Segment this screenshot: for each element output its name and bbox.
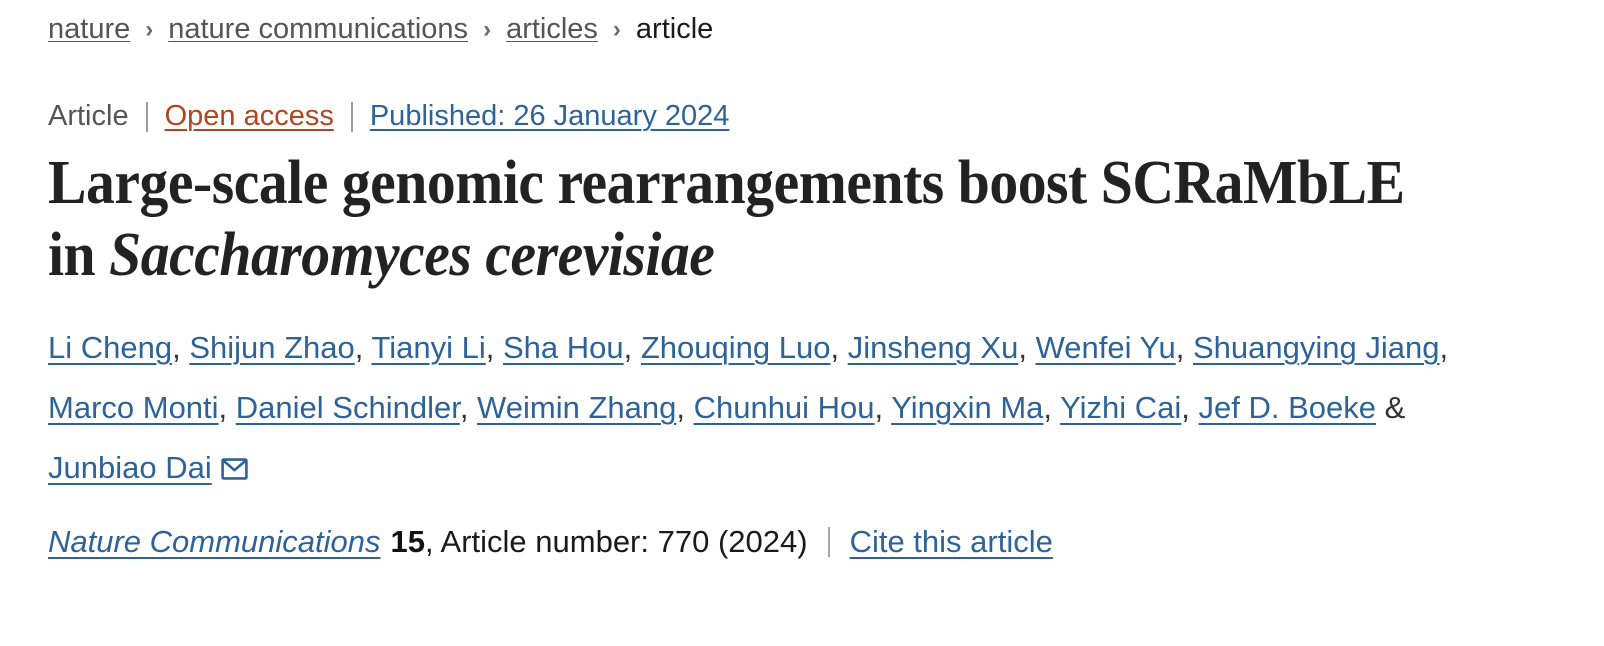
author-link[interactable]: Sha Hou <box>502 329 624 365</box>
author-separator: , <box>1043 389 1061 425</box>
published-date-link[interactable]: Published: 26 January 2024 <box>369 100 730 133</box>
author-link[interactable]: Shuangying Jiang <box>1192 329 1440 365</box>
author-link[interactable]: Wenfei Yu <box>1035 329 1176 365</box>
meta-divider <box>350 101 353 132</box>
citation-divider <box>827 526 830 557</box>
author-link[interactable]: Yizhi Cai <box>1060 389 1182 425</box>
author-link[interactable]: Yingxin Ma <box>891 389 1044 425</box>
breadcrumb-item-nature[interactable]: nature <box>48 13 131 45</box>
open-access-link[interactable]: Open access <box>164 100 334 133</box>
cite-this-article-link[interactable]: Cite this article <box>849 523 1053 559</box>
volume-number: 15 <box>390 523 426 559</box>
author-link[interactable]: Weimin Zhang <box>477 389 677 425</box>
corresponding-author-link[interactable]: Junbiao Dai <box>48 449 212 485</box>
author-link[interactable]: Chunhui Hou <box>693 389 875 425</box>
author-separator: , <box>676 389 694 425</box>
breadcrumb: nature › nature communications › article… <box>48 0 1556 49</box>
breadcrumb-chevron-icon: › <box>612 16 621 43</box>
article-title-species: Saccharomyces cerevisiae <box>109 220 715 289</box>
author-separator: , <box>830 329 848 365</box>
article-number-text: , Article number: 770 (2024) <box>425 523 808 559</box>
author-list: Li Cheng, Shijun Zhao, Tianyi Li, Sha Ho… <box>48 318 1478 500</box>
breadcrumb-item-articles[interactable]: articles <box>506 13 598 45</box>
author-separator: , <box>485 329 503 365</box>
author-separator: , <box>1018 329 1036 365</box>
author-separator: , <box>354 329 372 365</box>
author-separator: , <box>1439 329 1449 365</box>
author-separator: , <box>218 389 236 425</box>
journal-link[interactable]: Nature Communications <box>48 523 381 559</box>
breadcrumb-chevron-icon: › <box>145 16 154 43</box>
article-type-label: Article <box>48 100 129 133</box>
author-separator: , <box>172 329 190 365</box>
author-link[interactable]: Jinsheng Xu <box>847 329 1019 365</box>
envelope-icon[interactable] <box>221 440 248 500</box>
author-link[interactable]: Zhouqing Luo <box>640 329 831 365</box>
article-meta-row: Article Open access Published: 26 Januar… <box>48 99 1556 134</box>
author-separator: , <box>623 329 641 365</box>
breadcrumb-item-article: article <box>635 13 714 45</box>
author-separator: , <box>1181 389 1199 425</box>
breadcrumb-chevron-icon: › <box>483 16 492 43</box>
citation-line: Nature Communications 15, Article number:… <box>48 522 1556 562</box>
author-separator: , <box>459 389 478 425</box>
author-link[interactable]: Jef D. Boeke <box>1198 389 1376 425</box>
article-title-main: Large-scale genomic rearrangements boost… <box>48 148 1405 289</box>
article-title: Large-scale genomic rearrangements boost… <box>48 148 1450 292</box>
author-ampersand: & <box>1375 389 1406 425</box>
author-link[interactable]: Daniel Schindler <box>235 389 460 425</box>
author-link[interactable]: Marco Monti <box>48 389 219 425</box>
author-separator: , <box>1175 329 1193 365</box>
breadcrumb-item-nature-communications[interactable]: nature communications <box>168 13 469 45</box>
author-link[interactable]: Tianyi Li <box>371 329 486 365</box>
meta-divider <box>145 101 148 132</box>
author-link[interactable]: Shijun Zhao <box>189 329 355 365</box>
author-separator: , <box>874 389 892 425</box>
author-link[interactable]: Li Cheng <box>48 329 173 365</box>
